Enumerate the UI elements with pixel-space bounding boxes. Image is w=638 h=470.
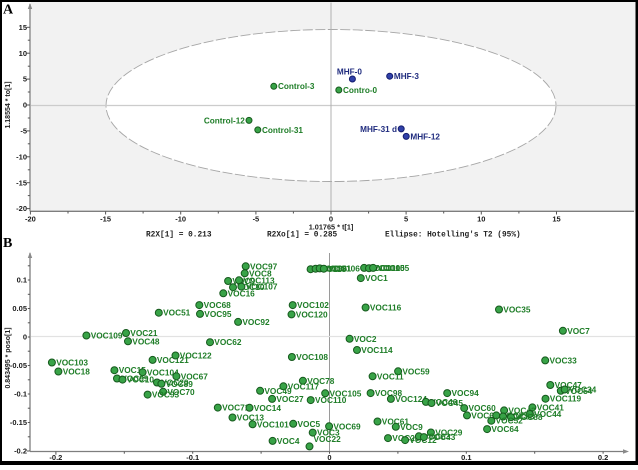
svg-text:VOC35: VOC35 bbox=[503, 305, 531, 315]
svg-text:VOC110: VOC110 bbox=[315, 395, 347, 405]
svg-text:VOC116: VOC116 bbox=[370, 303, 402, 313]
svg-text:10: 10 bbox=[19, 49, 27, 58]
svg-text:Control-3: Control-3 bbox=[278, 82, 315, 91]
svg-text:VOC43: VOC43 bbox=[428, 432, 456, 442]
svg-text:-15: -15 bbox=[16, 178, 27, 187]
svg-text:R2X[1] = 0.213: R2X[1] = 0.213 bbox=[146, 232, 212, 240]
svg-text:VOC95: VOC95 bbox=[204, 309, 232, 319]
svg-text:15: 15 bbox=[19, 23, 27, 32]
svg-text:VOC120: VOC120 bbox=[296, 309, 328, 319]
svg-text:VOC62: VOC62 bbox=[214, 337, 242, 347]
svg-text:VOC114: VOC114 bbox=[361, 345, 393, 355]
svg-text:-0.15: -0.15 bbox=[10, 418, 27, 427]
svg-text:VOC18: VOC18 bbox=[63, 367, 91, 377]
svg-text:MHF-12: MHF-12 bbox=[410, 132, 440, 141]
svg-text:0.2: 0.2 bbox=[598, 453, 608, 462]
svg-text:A: A bbox=[3, 3, 14, 18]
svg-text:1.01765 * t[1]: 1.01765 * t[1] bbox=[309, 223, 354, 232]
svg-text:-0.2: -0.2 bbox=[49, 453, 62, 462]
svg-text:VOC106: VOC106 bbox=[328, 264, 360, 274]
svg-text:VOC108: VOC108 bbox=[296, 352, 328, 362]
svg-text:R2Xo[1] = 0.285: R2Xo[1] = 0.285 bbox=[267, 232, 338, 240]
svg-text:VOC14: VOC14 bbox=[254, 403, 282, 413]
svg-text:VOC93: VOC93 bbox=[152, 390, 180, 400]
svg-text:VOC92: VOC92 bbox=[242, 317, 270, 327]
svg-text:B: B bbox=[3, 236, 12, 251]
svg-text:VOC10: VOC10 bbox=[127, 375, 155, 385]
svg-text:-0.05: -0.05 bbox=[10, 361, 27, 370]
svg-text:-10: -10 bbox=[175, 215, 186, 224]
svg-text:-5: -5 bbox=[253, 215, 260, 224]
svg-text:MHF-31 d: MHF-31 d bbox=[360, 125, 397, 134]
svg-text:VOC48: VOC48 bbox=[132, 336, 160, 346]
svg-text:5: 5 bbox=[404, 215, 408, 224]
svg-text:-0.1: -0.1 bbox=[14, 390, 27, 399]
svg-text:Ellipse: Hotelling's T2 (95%): Ellipse: Hotelling's T2 (95%) bbox=[385, 232, 521, 240]
svg-text:-20: -20 bbox=[25, 215, 36, 224]
svg-text:VOC1: VOC1 bbox=[365, 273, 388, 283]
svg-text:10: 10 bbox=[477, 215, 485, 224]
svg-text:0: 0 bbox=[23, 333, 27, 342]
svg-text:VOC94: VOC94 bbox=[452, 388, 480, 398]
svg-text:-10: -10 bbox=[16, 152, 27, 161]
svg-text:-5: -5 bbox=[20, 127, 27, 136]
svg-text:VOC2: VOC2 bbox=[354, 334, 377, 344]
svg-text:MHF-0: MHF-0 bbox=[337, 67, 362, 76]
svg-text:-0.2: -0.2 bbox=[14, 447, 27, 456]
svg-text:0.1: 0.1 bbox=[461, 453, 471, 462]
svg-text:VOC64: VOC64 bbox=[491, 424, 519, 434]
svg-text:0: 0 bbox=[23, 101, 27, 110]
svg-text:0: 0 bbox=[327, 453, 331, 462]
svg-text:VOC101: VOC101 bbox=[257, 419, 289, 429]
svg-text:1.18554 * to[1]: 1.18554 * to[1] bbox=[5, 81, 12, 128]
svg-text:0.1: 0.1 bbox=[17, 276, 27, 285]
svg-text:VOC45: VOC45 bbox=[436, 398, 464, 408]
svg-text:VOC122: VOC122 bbox=[180, 351, 212, 361]
svg-text:-20: -20 bbox=[16, 204, 27, 213]
svg-text:VOC69: VOC69 bbox=[333, 421, 361, 431]
svg-text:VOC33: VOC33 bbox=[550, 355, 578, 365]
svg-text:VOC51: VOC51 bbox=[163, 308, 191, 318]
svg-text:VOC109: VOC109 bbox=[91, 331, 123, 341]
svg-text:VOC11: VOC11 bbox=[377, 371, 404, 381]
svg-text:-15: -15 bbox=[100, 215, 111, 224]
svg-text:VOC4: VOC4 bbox=[277, 436, 300, 446]
svg-text:Control-31: Control-31 bbox=[262, 126, 303, 135]
svg-text:VOC59: VOC59 bbox=[402, 366, 430, 376]
svg-text:VOC16: VOC16 bbox=[228, 288, 256, 298]
svg-text:MHF-3: MHF-3 bbox=[394, 72, 419, 81]
svg-text:0.843495 * poso[1]: 0.843495 * poso[1] bbox=[5, 327, 12, 388]
svg-text:VOC9: VOC9 bbox=[400, 422, 423, 432]
svg-text:15: 15 bbox=[552, 215, 560, 224]
svg-text:VOC7: VOC7 bbox=[567, 326, 590, 336]
svg-text:VOC105: VOC105 bbox=[377, 263, 409, 273]
svg-text:VOC117: VOC117 bbox=[288, 381, 320, 391]
svg-text:-0.1: -0.1 bbox=[186, 453, 199, 462]
svg-text:Contro-0: Contro-0 bbox=[343, 86, 378, 95]
svg-text:0.05: 0.05 bbox=[12, 304, 27, 313]
svg-text:5: 5 bbox=[23, 75, 27, 84]
svg-text:Control-12: Control-12 bbox=[204, 116, 245, 125]
